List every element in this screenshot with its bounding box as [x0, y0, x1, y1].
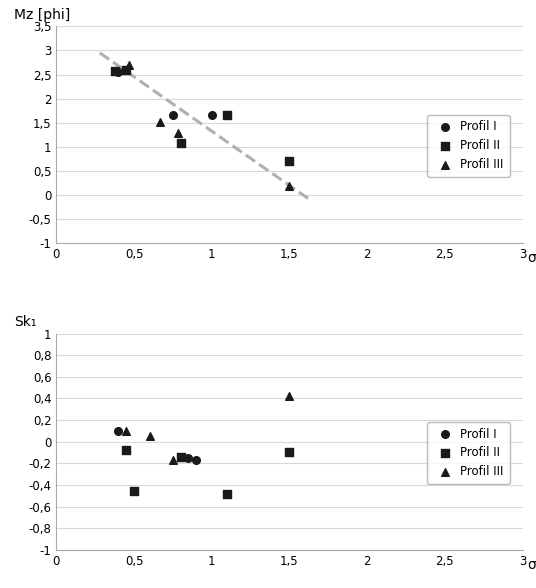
Profil I [168, 111, 177, 120]
Profil III [168, 455, 177, 465]
Profil II [130, 487, 138, 496]
Legend: Profil I, Profil II, Profil III: Profil I, Profil II, Profil III [427, 422, 510, 485]
Profil II [176, 452, 185, 462]
Profil I [114, 426, 123, 436]
Text: Mz [phi]: Mz [phi] [14, 8, 71, 22]
Profil I [184, 453, 193, 463]
Profil III [156, 117, 165, 126]
Profil III [285, 392, 294, 401]
Text: σ₁: σ₁ [527, 559, 536, 573]
Profil III [145, 432, 154, 441]
Profil II [285, 156, 294, 166]
Profil I [114, 68, 123, 77]
Profil III [285, 181, 294, 191]
Text: Sk₁: Sk₁ [14, 315, 37, 329]
Profil II [176, 138, 185, 148]
Profil I [192, 455, 200, 465]
Text: σ₁: σ₁ [527, 251, 536, 265]
Profil III [122, 426, 131, 436]
Profil II [223, 111, 232, 120]
Profil I [207, 111, 216, 120]
Profil II [122, 65, 131, 75]
Profil II [285, 448, 294, 457]
Profil III [125, 60, 133, 69]
Profil II [111, 66, 120, 75]
Profil II [223, 489, 232, 498]
Profil II [122, 446, 131, 455]
Profil III [173, 128, 182, 138]
Legend: Profil I, Profil II, Profil III: Profil I, Profil II, Profil III [427, 115, 510, 177]
